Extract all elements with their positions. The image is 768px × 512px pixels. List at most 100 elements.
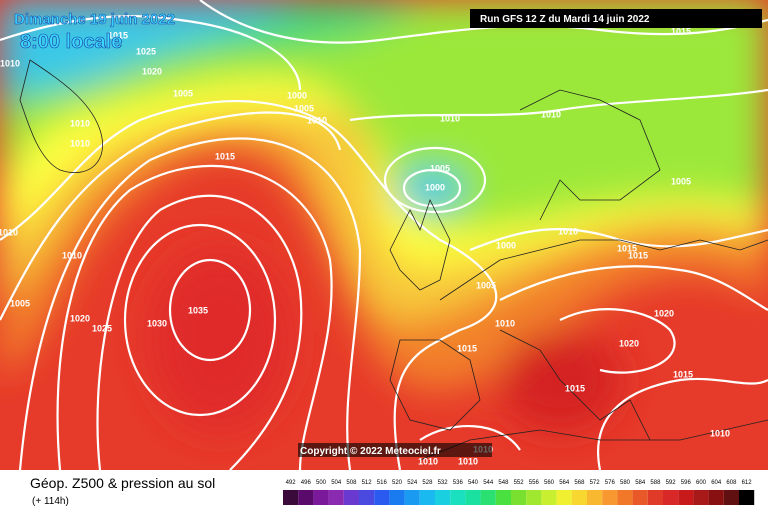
scale-label: 500: [316, 480, 327, 486]
local-time: 8:00 locale: [20, 31, 122, 53]
copyright: Copyright © 2022 Meteociel.fr: [300, 446, 441, 457]
isobar-label: 1020: [70, 313, 90, 323]
isobar-label: 1010: [418, 456, 438, 466]
scale-swatch: [298, 490, 314, 505]
scale-swatch: [389, 490, 405, 505]
scale-swatch: [511, 490, 527, 505]
scale-label: 568: [574, 480, 585, 486]
isobar-label: 1015: [628, 250, 648, 260]
scale-label: 564: [559, 480, 570, 486]
scale-swatch: [313, 490, 329, 505]
isobar-label: 1010: [70, 138, 90, 148]
scale-label: 580: [620, 480, 631, 486]
isobar-label: 1000: [287, 90, 307, 100]
isobar-label: 1010: [710, 428, 730, 438]
scale-label: 496: [301, 480, 312, 486]
scale-swatch: [602, 490, 618, 505]
isobar-label: 1015: [108, 30, 128, 40]
scale-label: 544: [483, 480, 494, 486]
scale-swatch: [480, 490, 496, 505]
isobar-label: 1030: [147, 318, 167, 328]
scale-label: 508: [346, 480, 357, 486]
scale-swatch: [663, 490, 679, 505]
scale-label: 536: [453, 480, 464, 486]
isobar-label: 1035: [188, 305, 208, 315]
field: [0, 0, 768, 470]
scale-swatch: [723, 490, 739, 505]
scale-label: 592: [666, 480, 677, 486]
scale-label: 612: [742, 480, 753, 486]
scale-label: 520: [392, 480, 403, 486]
isobar-label: 1005: [476, 280, 496, 290]
scale-swatch: [617, 490, 633, 505]
scale-swatch: [495, 490, 511, 505]
scale-swatch: [556, 490, 572, 505]
scale-label: 516: [377, 480, 388, 486]
scale-swatch: [739, 490, 755, 505]
scale-swatch: [465, 490, 481, 505]
scale-label: 604: [711, 480, 722, 486]
footer-title: Géop. Z500 & pression au sol: [30, 475, 215, 491]
scale-swatch: [374, 490, 390, 505]
isobar-label: 1010: [558, 226, 578, 236]
scale-label: 572: [590, 480, 601, 486]
isobar-label: 1015: [565, 383, 585, 393]
scale-swatch: [359, 490, 375, 505]
scale-label: 608: [726, 480, 737, 486]
scale-swatch: [419, 490, 435, 505]
isobar-label: 1015: [673, 369, 693, 379]
scale-label: 556: [529, 480, 540, 486]
copyright-box: [298, 443, 492, 457]
isobar-label: 1010: [440, 113, 460, 123]
isobar-label: 1000: [496, 240, 516, 250]
scale-label: 576: [605, 480, 616, 486]
isobar-label: 1010: [70, 118, 90, 128]
isobar-label: 1020: [142, 66, 162, 76]
isobar-label: 1010: [0, 58, 20, 68]
scale-label: 528: [422, 480, 433, 486]
isobar-label: 1005: [10, 298, 30, 308]
scale-label: 596: [681, 480, 692, 486]
isobar-label: 1000: [425, 182, 445, 192]
scale-label: 600: [696, 480, 707, 486]
isobar-label: 1005: [671, 176, 691, 186]
isobar-label: 1020: [654, 308, 674, 318]
isobar-label: 1015: [617, 243, 637, 253]
scale-swatch: [632, 490, 648, 505]
isobar-label: 1010: [0, 227, 18, 237]
isobar-label: 1010: [458, 456, 478, 466]
coastlines: [19, 59, 768, 461]
scale-label: 492: [286, 480, 297, 486]
scale-swatch: [343, 490, 359, 505]
date: Dimanche 19 juin 2022: [14, 11, 175, 28]
isobar-label: 1015: [457, 343, 477, 353]
scale-swatch: [526, 490, 542, 505]
scale-label: 532: [438, 480, 449, 486]
scale-label: 524: [407, 480, 418, 486]
scale-label: 584: [635, 480, 646, 486]
scale-swatch: [435, 490, 451, 505]
isobar-label: 1005: [173, 88, 193, 98]
run-info: Run GFS 12 Z du Mardi 14 juin 2022: [480, 14, 650, 25]
isobar-label: 1010: [307, 115, 327, 125]
scale-swatch: [587, 490, 603, 505]
scale-swatch: [647, 490, 663, 505]
isobar-label: 1015: [215, 151, 235, 161]
isobar-label: 1020: [619, 338, 639, 348]
scale-swatch: [450, 490, 466, 505]
scale-swatch: [678, 490, 694, 505]
scale-label: 504: [331, 480, 342, 486]
isobars: [0, 0, 768, 471]
scale-label: 560: [544, 480, 555, 486]
scale-swatch: [328, 490, 344, 505]
scale-swatch: [708, 490, 724, 505]
scale-swatch: [404, 490, 420, 505]
isobar-label: 1025: [136, 46, 156, 56]
isobar-label: 1005: [294, 103, 314, 113]
isobar-label: 1025: [92, 323, 112, 333]
isobar-label: 1010: [541, 109, 561, 119]
scale-label: 540: [468, 480, 479, 486]
scale-swatch: [541, 490, 557, 505]
